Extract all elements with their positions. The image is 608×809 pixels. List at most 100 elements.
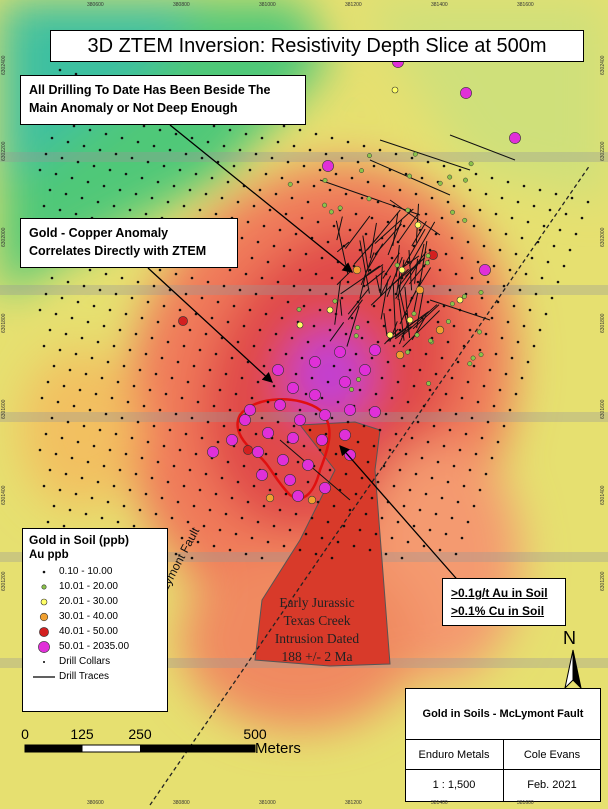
drill-collar [378,148,382,152]
drill-trace [398,323,409,345]
drill-collar [484,192,488,196]
drill-collar [70,316,74,320]
drill-collar [282,264,286,268]
drill-collar [74,492,78,496]
soil-sample [294,414,306,426]
drill-collar [180,536,184,540]
drill-collar [210,316,214,320]
drill-collar [256,380,260,384]
soil-sample [302,459,314,471]
drill-collar [380,516,384,520]
drill-collar [172,184,176,188]
drill-collar [498,248,502,252]
drill-collar [228,548,232,552]
drill-collar [520,376,524,380]
grid-label: 380600 [87,800,104,806]
drill-collar [172,464,176,468]
scale-label: 0 [21,726,29,742]
drill-collar [90,496,94,500]
drill-collar [66,420,70,424]
drill-collar [150,196,154,200]
drill-collar [188,468,192,472]
drill-collar [374,532,378,536]
drill-collar [160,356,164,360]
soil-sample [309,356,321,368]
drill-collar [236,200,240,204]
drill-collar [60,436,64,440]
drill-collar [64,332,68,336]
drill-collar [50,416,54,420]
drill-collar [436,320,440,324]
drill-collar [384,412,388,416]
drill-collar [370,496,374,500]
drill-collar [516,200,520,204]
drill-collar [112,344,116,348]
soil-sample [337,205,343,211]
drill-collar [298,128,302,132]
drill-collar [544,312,548,316]
drill-collar [448,428,452,432]
drill-collar [276,420,280,424]
drill-collar [332,364,336,368]
drill-trace [403,228,426,267]
drill-collar [540,276,544,280]
drill-collar [174,552,178,556]
drill-collar [410,436,414,440]
drill-collar [228,268,232,272]
soil-sample [463,177,468,183]
drill-collar [474,452,478,456]
grid-label: 6302400 [1,55,7,75]
drill-collar [278,228,282,232]
drill-collar [206,280,210,284]
drill-trace [398,251,427,287]
drill-collar [136,280,140,284]
drill-collar [514,252,518,256]
drill-collar [266,260,270,264]
drill-collar [574,232,578,236]
drill-collar [168,148,172,152]
soil-sample [456,296,464,304]
drill-collar [462,344,466,348]
drill-trace [336,216,343,241]
drill-collar [108,168,112,172]
drill-collar [58,348,62,352]
drill-collar [76,160,80,164]
drill-collar [294,232,298,236]
drill-collar [48,468,52,472]
drill-collar [280,176,284,180]
soil-sample [265,493,275,503]
drill-collar [314,412,318,416]
drill-collar [98,288,102,292]
drill-collar [254,432,258,436]
drill-collar [252,484,256,488]
soil-sample [352,265,362,275]
drill-collar [362,144,366,148]
drill-collar [130,296,134,300]
drill-collar [238,148,242,152]
drill-trace [411,220,427,247]
drill-collar [252,204,256,208]
drill-collar [126,400,130,404]
drill-collar [96,200,100,204]
drill-collar [462,484,466,488]
soil-sample [287,382,299,394]
drill-collar [248,308,252,312]
drill-collar [258,188,262,192]
drill-collar [580,216,584,220]
soil-sample [468,161,474,167]
soil-sample [356,377,362,382]
grid-label: 381200 [345,800,362,806]
drill-collar [118,188,122,192]
drill-collar [492,264,496,268]
drill-collar [38,168,42,172]
soil-sample [359,364,371,376]
soil-sample [353,333,359,339]
drill-collar [404,172,408,176]
drill-collar [204,472,208,476]
drill-collar [296,180,300,184]
drill-collar [138,368,142,372]
soil-sample [426,380,432,386]
drill-collar [150,336,154,340]
drill-collar [484,332,488,336]
drill-collar [132,384,136,388]
